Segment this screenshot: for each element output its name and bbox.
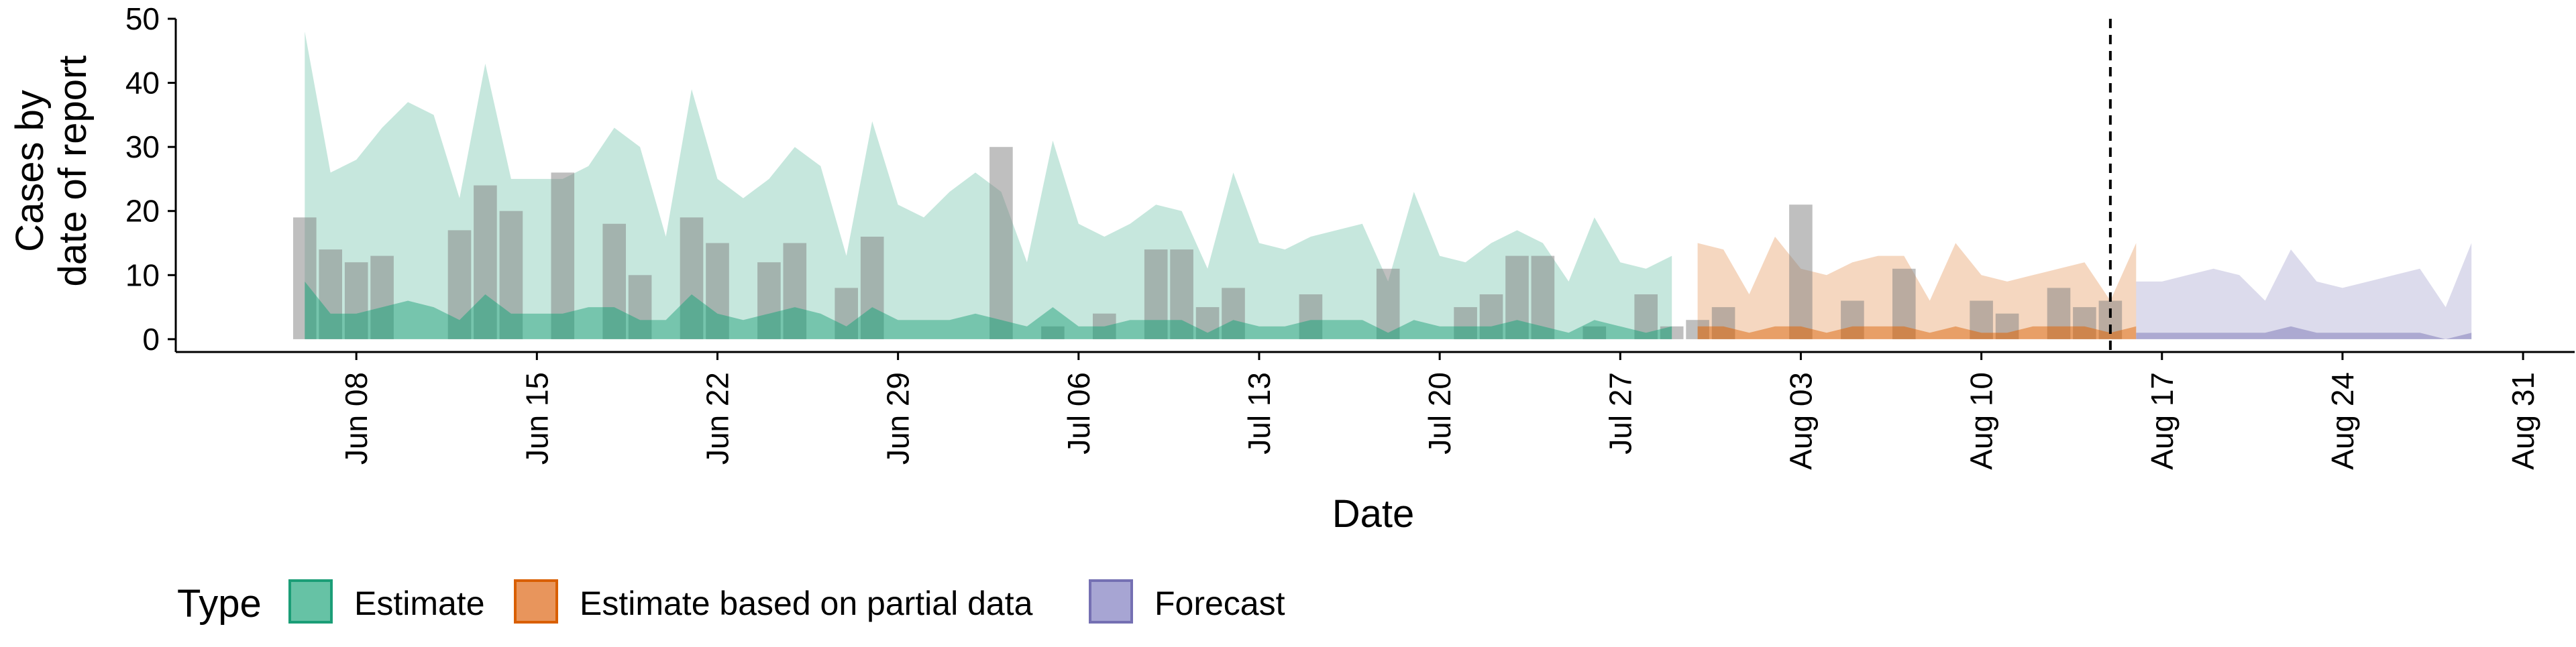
legend-label-estimate: Estimate (354, 585, 485, 622)
y-axis-label-line-1: Cases by (8, 90, 52, 252)
legend: Type Estimate Estimate based on partial d… (177, 579, 1285, 626)
x-tick-label: Aug 31 (2506, 372, 2540, 470)
lower-band-forecast (2136, 326, 2472, 339)
x-tick-label: Jul 06 (1061, 372, 1096, 455)
x-tick-label: Aug 17 (2145, 372, 2180, 470)
legend-label-forecast: Forecast (1155, 585, 1285, 622)
x-tick-label: Jun 15 (519, 372, 554, 465)
legend-key-estimate-based-on-partial-data (514, 579, 558, 624)
y-tick-label: 10 (125, 257, 160, 292)
ribbon-estimate (305, 32, 1672, 333)
axes: Cases by date of report Date 0 10 20 30 40 50… (8, 1, 2575, 536)
y-tick-label: 0 (142, 322, 160, 357)
legend-key-estimate (288, 579, 333, 624)
plot-area (293, 19, 2472, 352)
x-tick-label: Jul 13 (1242, 372, 1277, 455)
x-axis-label: Date (1332, 492, 1415, 536)
x-tick-label: Aug 10 (1964, 372, 1999, 470)
y-tick-label: 20 (125, 194, 160, 229)
observed-bar (551, 172, 575, 339)
x-tick-label: Jun 08 (339, 372, 374, 465)
ribbon-forecast (2136, 243, 2472, 339)
x-tick-label: Aug 24 (2325, 372, 2360, 470)
x-tick-label: Jul 27 (1603, 372, 1638, 455)
lower-band-estimate (305, 281, 1672, 339)
observed-bar (1376, 268, 1400, 339)
y-tick-label: 50 (125, 1, 160, 36)
observed-bar (989, 147, 1013, 339)
lower-band-estimate-based-on-partial-data (1697, 326, 2137, 339)
y-tick-label: 40 (125, 66, 160, 101)
legend-label-estimate-based-on-partial-data: Estimate based on partial data (580, 585, 1033, 622)
x-tick-label: Jun 22 (700, 372, 735, 465)
x-tick-label: Jul 20 (1422, 372, 1457, 455)
y-tick-label: 30 (125, 129, 160, 164)
x-tick-label: Aug 03 (1784, 372, 1819, 470)
observed-bar (1789, 204, 1813, 339)
x-tick-label: Jun 29 (881, 372, 916, 465)
legend-key-forecast (1089, 579, 1133, 624)
y-axis-label-line-2: date of report (51, 56, 95, 287)
legend-title: Type (177, 582, 262, 626)
